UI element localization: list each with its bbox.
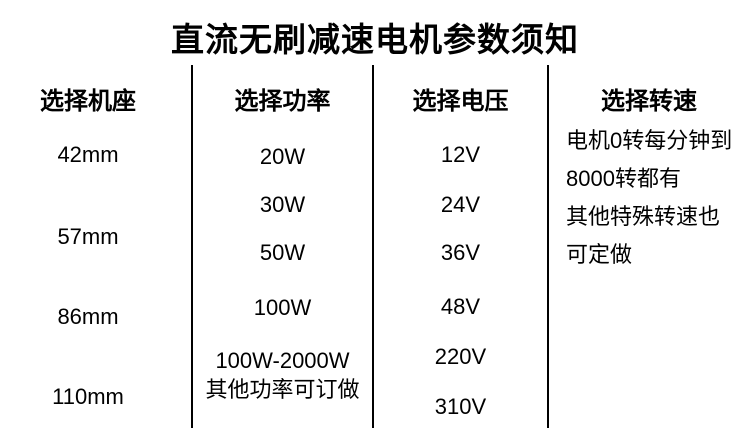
column-power: 选择功率 20W 30W 50W 100W 100W-2000W 其他功率可订做 — [192, 0, 373, 428]
power-custom-note: 其他功率可订做 — [205, 377, 360, 402]
speed-column-header: 选择转速 — [601, 88, 697, 115]
voltage-option-48v: 48V — [440, 294, 481, 319]
speed-description: 电机0转每分钟到 8000转都有 其他特殊转速也 可定做 — [566, 122, 732, 274]
power-custom-block: 100W-2000W 其他功率可订做 — [192, 346, 373, 404]
frame-option-110mm: 110mm — [52, 384, 124, 409]
frame-option-42mm: 42mm — [57, 142, 119, 167]
power-column-header: 选择功率 — [234, 88, 331, 115]
speed-description-line-1: 电机0转每分钟到 — [566, 128, 733, 153]
frame-column-header: 选择机座 — [40, 88, 136, 115]
column-divider-3 — [547, 65, 549, 428]
column-speed: 选择转速 电机0转每分钟到 8000转都有 其他特殊转速也 可定做 — [548, 0, 750, 428]
speed-description-line-3: 其他特殊转速也 — [566, 204, 721, 229]
voltage-option-310v: 310V — [434, 394, 487, 419]
frame-option-86mm: 86mm — [57, 304, 119, 329]
column-voltage: 选择电压 12V 24V 36V 48V 220V 310V — [373, 0, 548, 428]
column-divider-2 — [372, 65, 374, 428]
speed-description-line-4: 可定做 — [566, 242, 633, 267]
voltage-option-12v: 12V — [440, 142, 481, 167]
power-option-20w: 20W — [259, 144, 306, 169]
column-frame-size: 选择机座 42mm 57mm 86mm 110mm — [0, 0, 176, 428]
page-title: 直流无刷减速电机参数须知 — [171, 21, 579, 58]
power-custom-range: 100W-2000W — [215, 348, 350, 373]
column-divider-1 — [191, 65, 193, 428]
power-option-100w: 100W — [253, 295, 312, 320]
power-option-50w: 50W — [259, 240, 306, 265]
frame-option-57mm: 57mm — [57, 224, 119, 249]
voltage-option-36v: 36V — [440, 240, 481, 265]
voltage-column-header: 选择电压 — [412, 88, 509, 115]
voltage-option-220v: 220V — [434, 344, 487, 369]
voltage-option-24v: 24V — [440, 192, 481, 217]
speed-description-line-2: 8000转都有 — [566, 166, 681, 191]
power-option-30w: 30W — [259, 192, 306, 217]
